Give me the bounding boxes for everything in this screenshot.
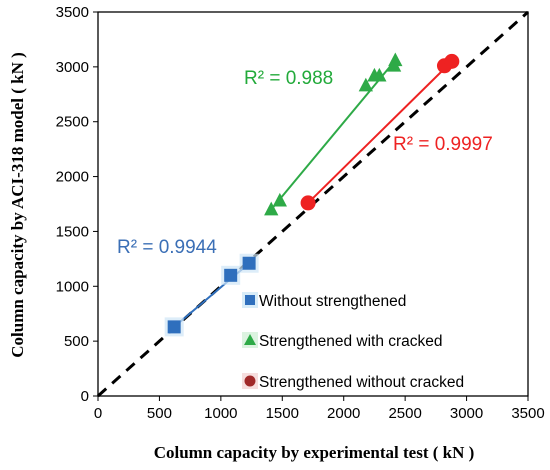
- r2-label: R² = 0.988: [244, 68, 333, 89]
- legend-label: Strengthened without cracked: [259, 374, 464, 391]
- y-tick-label: 3500: [56, 4, 89, 21]
- legend-swatch: [244, 334, 256, 345]
- r2-label: R² = 0.9944: [117, 237, 217, 258]
- data-point: [372, 67, 387, 82]
- y-tick-label: 0: [81, 388, 89, 405]
- y-tick-label: 3000: [56, 59, 89, 76]
- legend-swatch: [244, 375, 256, 387]
- data-point: [388, 52, 403, 67]
- y-tick-label: 500: [64, 333, 89, 350]
- x-tick-label: 0: [94, 405, 102, 422]
- legend-label: Without strengthened: [259, 293, 406, 310]
- y-axis-title: Column capacity by ACI-318 model ( kN ): [8, 52, 27, 358]
- trendlines: [173, 59, 453, 328]
- data-point: [224, 268, 238, 282]
- data-point: [167, 320, 181, 334]
- legend: Without strengthened Strengthened with cr…: [242, 292, 464, 391]
- y-tick-label: 1500: [56, 223, 89, 240]
- y-tick-label: 2000: [56, 169, 89, 186]
- plot-border: [97, 11, 529, 397]
- r2-labels: R² = 0.9944 R² = 0.988 R² = 0.9997: [117, 68, 493, 258]
- data-point: [300, 195, 316, 211]
- x-tick-label: 500: [147, 405, 172, 422]
- x-tick-label: 3500: [511, 405, 544, 422]
- x-axis-title: Column capacity by experimental test ( k…: [154, 443, 475, 462]
- axis-ticks: 0 500 1000 1500 2000 2500 3000 3500 0 500 1000 1500…: [56, 4, 545, 422]
- trendline: [307, 60, 453, 204]
- trendline: [270, 59, 397, 211]
- r2-label: R² = 0.9997: [393, 134, 493, 155]
- x-tick-label: 2500: [388, 405, 421, 422]
- x-tick-label: 3000: [450, 405, 483, 422]
- x-tick-label: 1000: [204, 405, 237, 422]
- y-tick-label: 2500: [56, 114, 89, 131]
- data-point: [272, 192, 287, 207]
- y-tick-label: 1000: [56, 278, 89, 295]
- legend-swatch: [245, 295, 255, 305]
- data-point: [264, 201, 279, 216]
- plot-frame: [97, 11, 529, 397]
- data-point: [358, 77, 373, 92]
- data-points: [164, 52, 460, 337]
- data-point: [242, 256, 256, 270]
- x-tick-label: 2000: [327, 405, 360, 422]
- data-point: [444, 53, 460, 69]
- legend-label: Strengthened with cracked: [259, 333, 443, 350]
- x-tick-label: 1500: [266, 405, 299, 422]
